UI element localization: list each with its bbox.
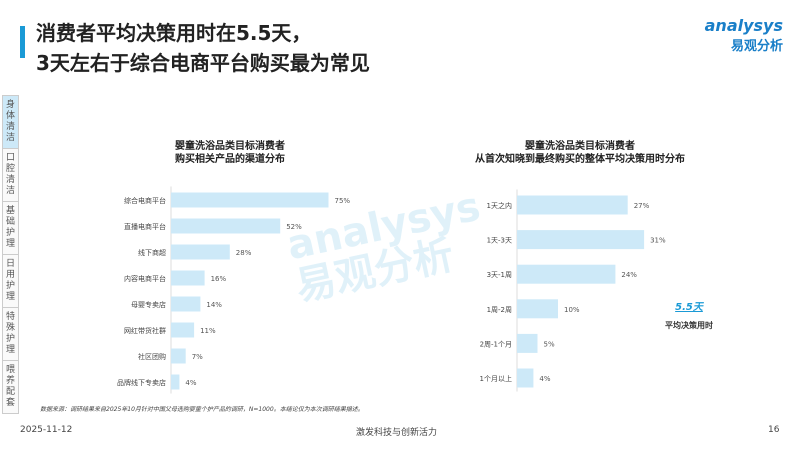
- data-label: 10%: [564, 306, 580, 314]
- bar: [171, 348, 186, 364]
- bar: [517, 195, 628, 215]
- bar: [171, 374, 180, 390]
- category-label: 3天-1周: [487, 271, 512, 279]
- category-label: 内容电商平台: [124, 274, 166, 283]
- bar: [517, 230, 645, 250]
- category-label: 网红带货社群: [124, 326, 166, 335]
- bar: [171, 296, 201, 312]
- bar: [517, 299, 558, 319]
- bar: [171, 322, 195, 338]
- bar: [171, 218, 281, 234]
- footer-slogan: 激发科技与创新活力: [356, 428, 438, 438]
- category-label: 综合电商平台: [124, 196, 166, 205]
- bar: [517, 368, 534, 388]
- category-label: 社区团购: [138, 352, 166, 361]
- data-label: 4%: [185, 379, 196, 387]
- data-label: 16%: [211, 275, 227, 283]
- data-source: 数据来源：调研结果来自2025年10月针对中国父母选购婴童个护产品的调研，N=1…: [40, 406, 364, 413]
- data-label: 24%: [621, 271, 637, 279]
- data-label: 28%: [236, 249, 252, 257]
- category-label: 母婴专卖店: [131, 300, 166, 309]
- sidebar-item-3[interactable]: 日用护理: [2, 254, 19, 307]
- sidebar-item-4[interactable]: 特殊护理: [2, 307, 19, 360]
- sidebar-item-5[interactable]: 喂养配套: [2, 360, 19, 414]
- annotation-label: 平均决策用时: [665, 320, 713, 330]
- page-title: 消费者平均决策用时在5.5天， 3天左右于综合电商平台购买最为常见: [36, 18, 370, 78]
- logo-cn: 易观分析: [730, 39, 783, 54]
- category-label: 1个月以上: [480, 374, 512, 383]
- bar: [517, 333, 538, 353]
- data-label: 14%: [206, 301, 222, 309]
- title-accent-bar: [20, 26, 25, 58]
- chart-title-decision-time: 婴童洗浴品类目标消费者 从首次知晓到最终购买的整体平均决策用时分布: [475, 141, 685, 165]
- category-label: 线下商超: [138, 248, 166, 257]
- category-sidebar: 身体清洁 口腔清洁 基础护理 日用护理 特殊护理 喂养配套: [2, 95, 19, 414]
- bar: [171, 270, 205, 286]
- data-label: 5%: [544, 340, 555, 348]
- bar: [171, 192, 329, 208]
- data-label: 75%: [335, 197, 351, 205]
- sidebar-item-0[interactable]: 身体清洁: [2, 95, 19, 148]
- logo: analysys 易观分析: [705, 16, 783, 54]
- footer-date: 2025-11-12: [20, 425, 73, 435]
- category-label: 品牌线下专卖店: [117, 378, 166, 387]
- data-label: 31%: [650, 237, 666, 245]
- data-label: 27%: [634, 202, 650, 210]
- data-label: 7%: [192, 353, 203, 361]
- title-line-2: 3天左右于综合电商平台购买最为常见: [36, 51, 370, 75]
- chart-title-channel: 婴童洗浴品类目标消费者 购买相关产品的渠道分布: [175, 141, 285, 165]
- title-line-1: 消费者平均决策用时在5.5天，: [36, 21, 312, 45]
- logo-en: analysys: [704, 16, 783, 35]
- sidebar-item-1[interactable]: 口腔清洁: [2, 148, 19, 201]
- category-label: 1天之内: [487, 201, 512, 210]
- data-label: 11%: [200, 327, 216, 335]
- bar: [517, 264, 616, 284]
- sidebar-item-2[interactable]: 基础护理: [2, 201, 19, 254]
- annotation-value: 5.5天: [675, 302, 705, 313]
- page-number: 16: [768, 425, 780, 435]
- data-label: 52%: [286, 223, 302, 231]
- category-label: 1周-2周: [487, 306, 512, 314]
- category-label: 1天-3天: [487, 237, 512, 245]
- category-label: 2周-1个月: [480, 340, 512, 348]
- data-label: 4%: [539, 375, 550, 383]
- bar: [171, 244, 230, 260]
- category-label: 直播电商平台: [124, 222, 166, 231]
